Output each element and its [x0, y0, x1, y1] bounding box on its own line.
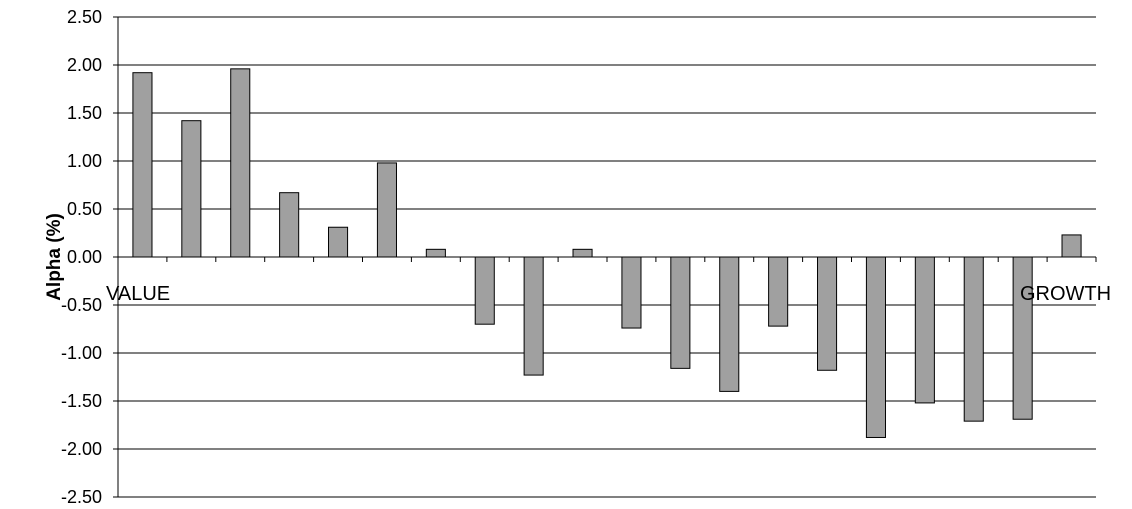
- y-tick-label: 0.50: [67, 199, 102, 219]
- bar: [963, 256, 984, 422]
- bar: [328, 226, 349, 258]
- bar: [1061, 234, 1082, 258]
- bar: [376, 162, 397, 258]
- y-tick-label: 2.00: [67, 55, 102, 75]
- bar: [621, 256, 642, 329]
- bar: [279, 192, 300, 258]
- y-tick-label: -1.50: [61, 391, 102, 411]
- bar: [181, 120, 202, 258]
- y-tick-label: -1.00: [61, 343, 102, 363]
- y-tick-label: 1.00: [67, 151, 102, 171]
- growth-annotation: GROWTH: [1020, 283, 1111, 305]
- y-tick-label: 2.50: [67, 7, 102, 27]
- bar: [914, 256, 935, 404]
- value-annotation: VALUE: [106, 283, 170, 305]
- bar: [572, 248, 593, 258]
- bar: [425, 248, 446, 258]
- bar: [670, 256, 691, 369]
- bar: [1012, 256, 1033, 420]
- y-tick-label: -0.50: [61, 295, 102, 315]
- y-tick-labels: 2.50 2.00 1.50 1.00 0.50 0.00 -0.50 -1.00 -1.50 -…: [61, 7, 102, 507]
- y-tick-label: 0.00: [67, 247, 102, 267]
- y-tick-label: 1.50: [67, 103, 102, 123]
- y-axis-title: Alpha (%): [44, 213, 65, 301]
- axes: [113, 16, 1097, 498]
- bar: [474, 256, 495, 325]
- y-tick-label: -2.50: [61, 487, 102, 507]
- bar: [132, 72, 153, 258]
- bars: [132, 68, 1082, 438]
- bar: [230, 68, 251, 258]
- bar: [865, 256, 886, 438]
- bar: [523, 256, 544, 376]
- y-tick-label: -2.00: [61, 439, 102, 459]
- bar: [719, 256, 740, 392]
- bar: [768, 256, 789, 327]
- bar: [817, 256, 838, 371]
